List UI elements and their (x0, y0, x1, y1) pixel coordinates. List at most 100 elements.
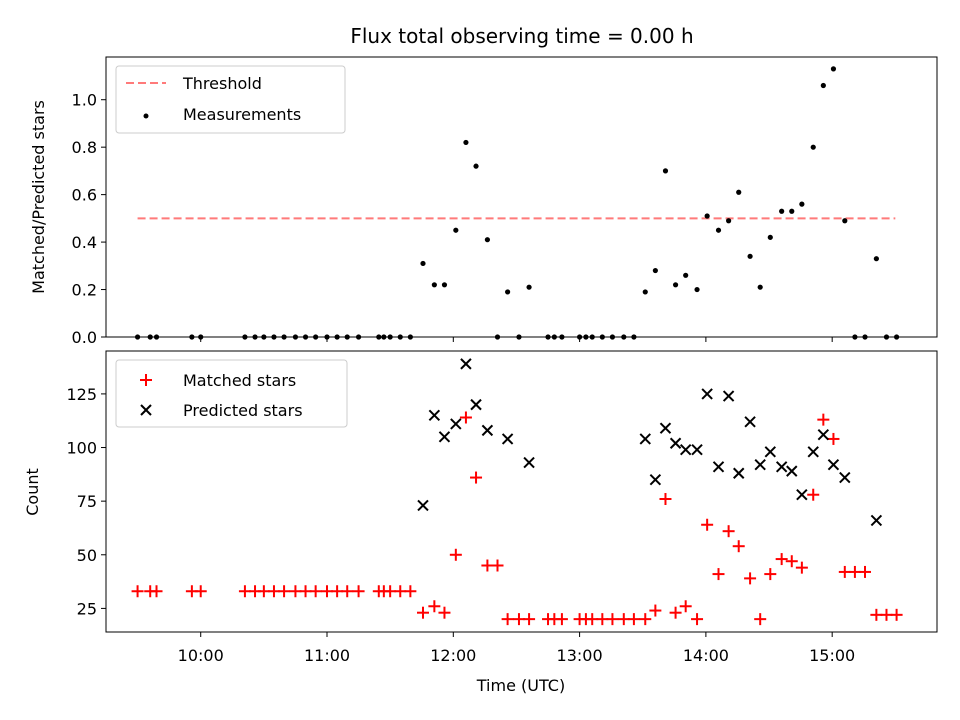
matched-star-marker (555, 613, 568, 626)
matched-star-marker (669, 606, 682, 619)
measurement-point (652, 267, 658, 274)
matched-star-marker (606, 613, 619, 626)
predicted-star-marker (481, 424, 494, 437)
count-x-tick-label: 10:00 (178, 646, 224, 665)
matched-star-marker (309, 585, 322, 598)
predicted-star-marker (807, 446, 819, 458)
legend-matched-label: Matched stars (183, 371, 296, 390)
predicted-star-marker (450, 418, 462, 430)
legend-measurements-label: Measurements (183, 105, 301, 124)
ratio-y-axis-label: Matched/Predicted stars (29, 100, 48, 294)
measurement-point (672, 282, 679, 288)
measurement-point (873, 256, 879, 262)
count-y-axis-label: Count (23, 468, 42, 516)
predicted-star-marker (712, 461, 725, 473)
matched-star-marker (807, 488, 820, 501)
predicted-star-marker (701, 388, 713, 400)
predicted-star-marker (722, 390, 735, 402)
matched-star-marker (838, 565, 851, 578)
legend-predicted-label: Predicted stars (183, 401, 303, 420)
matched-star-marker (659, 493, 672, 506)
predicted-star-marker (691, 443, 703, 456)
count-y-tick-label: 50 (77, 546, 97, 565)
ratio-y-tick-label: 0.2 (72, 281, 97, 300)
count-y-tick-label: 75 (77, 492, 97, 511)
measurement-point (779, 208, 785, 214)
legend-threshold-label: Threshold (182, 74, 262, 93)
matched-star-marker (238, 585, 251, 598)
matched-star-marker (691, 613, 704, 626)
matched-star-marker (299, 585, 312, 598)
matched-star-marker (744, 572, 757, 585)
predicted-star-marker (460, 358, 472, 370)
matched-star-marker (890, 608, 903, 621)
predicted-star-marker (679, 443, 692, 456)
matched-star-marker (416, 606, 429, 619)
predicted-star-marker (669, 437, 682, 449)
matched-star-marker (639, 613, 652, 626)
predicted-star-marker (744, 416, 756, 428)
matched-star-marker (331, 585, 344, 598)
count-x-tick-label: 12:00 (430, 646, 476, 665)
matched-star-marker (267, 585, 280, 598)
predicted-star-marker (417, 499, 429, 512)
measurement-point (789, 208, 795, 214)
ratio-y-tick-label: 1.0 (72, 91, 97, 110)
ratio-y-tick-label: 0.0 (72, 328, 97, 347)
matched-star-marker (596, 613, 609, 626)
matched-star-marker (775, 553, 788, 566)
matched-star-marker (194, 585, 207, 598)
measurement-point (473, 163, 479, 169)
predicted-star-marker (870, 514, 883, 527)
measurement-point (431, 282, 437, 288)
predicted-star-marker (754, 458, 766, 471)
matched-star-marker (470, 471, 483, 484)
matched-star-marker (880, 608, 893, 621)
measurement-point (420, 260, 426, 267)
matched-star-marker (732, 540, 745, 553)
matched-star-marker (384, 585, 397, 598)
matched-star-marker (795, 561, 808, 574)
matched-star-marker (150, 585, 163, 598)
count-x-tick-label: 13:00 (557, 646, 603, 665)
matched-star-marker (341, 585, 354, 598)
predicted-star-marker (438, 431, 451, 443)
count-x-tick-label: 15:00 (809, 646, 855, 665)
count-x-tick-label: 14:00 (683, 646, 729, 665)
matched-star-marker (449, 548, 462, 561)
measurement-point (505, 289, 511, 295)
matched-star-marker (722, 525, 735, 538)
matched-star-marker (257, 585, 270, 598)
matched-star-marker (649, 604, 662, 617)
count-y-tick-label: 100 (66, 439, 97, 458)
matched-star-marker (586, 613, 599, 626)
matched-star-marker (817, 413, 830, 426)
matched-star-marker (827, 432, 840, 445)
count-x-tick-label: 11:00 (304, 646, 350, 665)
predicted-star-marker (839, 471, 851, 484)
measurement-point (736, 189, 742, 195)
matched-star-marker (131, 585, 144, 598)
matched-star-marker (859, 565, 872, 578)
matched-star-marker (870, 608, 883, 621)
matched-star-marker (352, 585, 365, 598)
predicted-star-marker (639, 433, 651, 445)
count-y-tick-label: 125 (66, 385, 97, 404)
legend-predicted-swatch (140, 404, 152, 416)
measurement-point (810, 144, 816, 150)
ratio-legend-frame (115, 65, 346, 134)
matched-star-marker (321, 585, 334, 598)
matched-star-marker (501, 613, 514, 626)
matched-star-marker (848, 565, 861, 578)
chart-title: Flux total observing time = 0.00 h (350, 24, 693, 48)
matched-star-marker (523, 613, 536, 626)
measurement-point (747, 253, 753, 259)
measurement-point (683, 272, 689, 278)
measurement-point (694, 286, 700, 293)
matched-star-marker (617, 613, 630, 626)
predicted-star-marker (501, 433, 514, 445)
ratio-y-tick-label: 0.4 (72, 233, 97, 252)
matched-star-marker (481, 559, 494, 572)
matched-star-marker (289, 585, 302, 598)
